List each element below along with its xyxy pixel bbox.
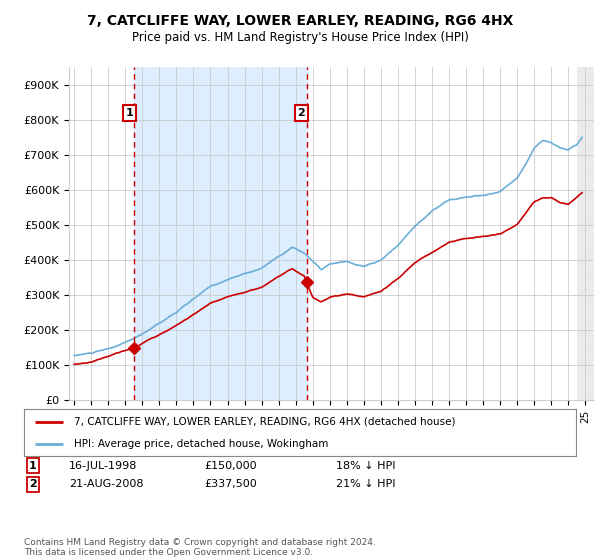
Bar [134, 67, 307, 400]
Text: 1: 1 [125, 108, 133, 118]
Text: 2: 2 [29, 479, 37, 489]
Text: Price paid vs. HM Land Registry's House Price Index (HPI): Price paid vs. HM Land Registry's House … [131, 31, 469, 44]
Text: 7, CATCLIFFE WAY, LOWER EARLEY, READING, RG6 4HX (detached house): 7, CATCLIFFE WAY, LOWER EARLEY, READING,… [74, 417, 455, 427]
Text: £150,000: £150,000 [204, 461, 257, 471]
Text: 2: 2 [298, 108, 305, 118]
Text: 1: 1 [29, 461, 37, 471]
Text: Contains HM Land Registry data © Crown copyright and database right 2024.
This d: Contains HM Land Registry data © Crown c… [24, 538, 376, 557]
Text: 7, CATCLIFFE WAY, LOWER EARLEY, READING, RG6 4HX: 7, CATCLIFFE WAY, LOWER EARLEY, READING,… [87, 14, 513, 28]
Text: 16-JUL-1998: 16-JUL-1998 [69, 461, 137, 471]
Bar [577, 67, 600, 400]
Text: £337,500: £337,500 [204, 479, 257, 489]
Text: HPI: Average price, detached house, Wokingham: HPI: Average price, detached house, Woki… [74, 438, 328, 449]
Text: 21% ↓ HPI: 21% ↓ HPI [336, 479, 395, 489]
Text: 21-AUG-2008: 21-AUG-2008 [69, 479, 143, 489]
Text: 18% ↓ HPI: 18% ↓ HPI [336, 461, 395, 471]
